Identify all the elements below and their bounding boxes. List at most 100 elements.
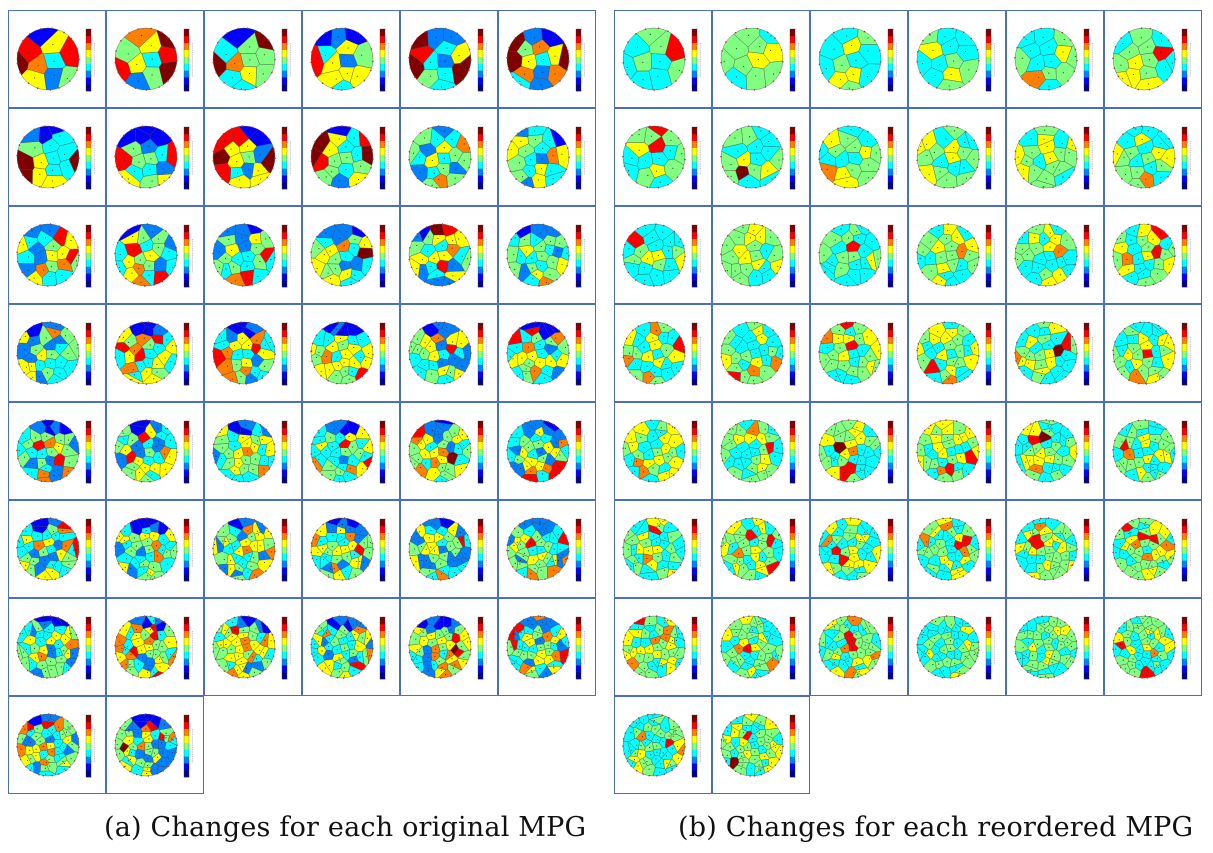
region-seed-dot <box>256 658 258 660</box>
region-seed-dot <box>556 137 559 139</box>
region-seed-dot <box>425 462 427 464</box>
region-seed-dot <box>444 72 446 74</box>
voronoi-heatmap <box>506 615 585 680</box>
colorbar-segment <box>184 421 189 429</box>
region-seed-dot <box>26 760 29 762</box>
colorbar-segment <box>1182 35 1187 44</box>
region-seed-dot <box>557 250 559 252</box>
colorbar-segment <box>986 63 991 71</box>
colorbar-segment <box>478 127 483 135</box>
region-seed-dot <box>56 734 58 736</box>
region-seed-dot <box>268 449 270 451</box>
colorbar-segment <box>380 617 385 625</box>
region-seed-dot <box>524 48 526 51</box>
voronoi-heatmap <box>212 517 291 582</box>
region-seed-dot <box>1121 78 1123 80</box>
voronoi-region <box>257 539 265 553</box>
region-seed-dot <box>431 184 433 186</box>
region-seed-dot <box>336 558 338 560</box>
colorbar-segment <box>576 525 581 534</box>
colorbar-segment <box>184 63 189 71</box>
region-seed-dot <box>169 456 171 458</box>
region-seed-dot <box>650 135 652 137</box>
region-seed-dot <box>123 438 125 440</box>
region-seed-dot <box>434 550 436 552</box>
colorbar-segment <box>1084 56 1089 64</box>
disk-outline <box>506 517 570 581</box>
colorbar-segment <box>478 29 483 37</box>
region-seed-dot <box>216 145 218 147</box>
region-seed-dot <box>456 437 458 439</box>
region-seed-dot <box>566 252 568 254</box>
region-seed-dot <box>51 570 53 573</box>
region-seed-dot <box>552 261 554 263</box>
region-seed-dot <box>66 569 68 571</box>
colorbar-segment <box>282 77 287 85</box>
colorbar-segment <box>478 519 483 527</box>
region-seed-dot <box>63 650 65 652</box>
region-seed-dot <box>562 537 564 539</box>
colorbar-segment <box>790 35 795 44</box>
colorbar-segment <box>282 29 287 37</box>
colorbar-segment <box>184 280 189 288</box>
region-seed-dot <box>256 340 258 342</box>
region-seed-dot <box>545 672 547 674</box>
region-seed-dot <box>29 749 31 751</box>
colorbar-segment <box>478 357 483 365</box>
region-seed-dot <box>153 769 155 771</box>
colorbar-segment <box>380 133 385 142</box>
region-seed-dot <box>363 250 365 252</box>
region-seed-dot <box>522 451 524 453</box>
region-seed-dot <box>132 236 134 238</box>
region-seed-dot <box>145 728 147 730</box>
region-seed-dot <box>29 728 31 730</box>
colorbar-segment <box>380 567 385 575</box>
region-seed-dot <box>61 620 63 622</box>
region-seed-dot <box>256 359 258 361</box>
colorbar-segment <box>576 560 581 568</box>
region-seed-dot <box>225 540 227 543</box>
colorbar-segment <box>282 462 287 470</box>
region-seed-dot <box>332 326 334 328</box>
colorbar-segment <box>86 644 91 652</box>
voronoi-heatmap <box>310 615 389 680</box>
region-seed-dot <box>564 346 566 348</box>
colorbar-segment <box>692 147 697 155</box>
region-seed-dot <box>519 563 521 565</box>
region-seed-dot <box>320 627 322 629</box>
region-seed-dot <box>253 671 255 673</box>
colorbar-segment <box>576 182 581 190</box>
region-seed-dot <box>346 555 348 557</box>
region-seed-dot <box>321 160 323 163</box>
region-seed-dot <box>32 463 34 465</box>
colorbar-segment <box>86 525 91 534</box>
region-seed-dot <box>361 54 363 56</box>
region-seed-dot <box>230 648 232 650</box>
region-seed-dot <box>555 631 558 633</box>
region-seed-dot <box>531 356 534 358</box>
region-seed-dot <box>529 642 531 644</box>
region-seed-dot <box>840 78 842 80</box>
region-seed-dot <box>43 473 45 475</box>
colorbar-segment <box>576 77 581 85</box>
region-seed-dot <box>31 452 33 454</box>
region-seed-dot <box>153 671 155 673</box>
region-seed-dot <box>443 147 445 149</box>
region-seed-dot <box>164 468 166 470</box>
colorbar-segment <box>184 225 189 233</box>
region-seed-dot <box>415 533 417 535</box>
colorbar-segment <box>1084 29 1089 37</box>
region-seed-dot <box>270 640 272 642</box>
colorbar-segment <box>380 252 385 260</box>
colorbar-segment <box>86 770 91 778</box>
region-seed-dot <box>539 361 541 363</box>
region-seed-dot <box>225 54 227 56</box>
region-seed-dot <box>129 669 131 671</box>
region-seed-dot <box>1037 63 1039 65</box>
region-seed-dot <box>130 456 132 458</box>
region-seed-dot <box>69 53 71 55</box>
region-seed-dot <box>546 430 548 432</box>
region-seed-dot <box>553 667 555 669</box>
region-seed-dot <box>153 378 155 380</box>
region-seed-dot <box>67 439 70 441</box>
